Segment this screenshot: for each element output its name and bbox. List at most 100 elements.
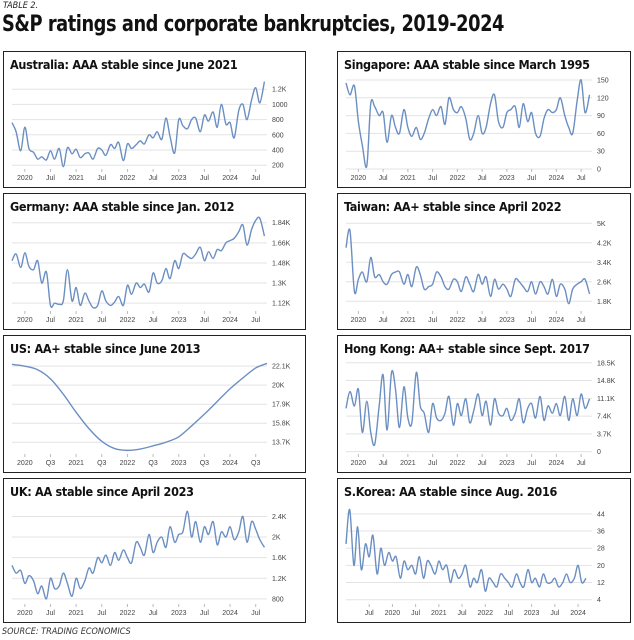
x-tick-label: Jul — [365, 610, 374, 617]
y-tick-label: 20 — [597, 563, 605, 570]
y-tick-label: 2.4K — [272, 514, 287, 521]
x-tick-label: 2024 — [549, 460, 565, 467]
y-tick-label: 0 — [597, 167, 601, 174]
y-tick-label: 90 — [597, 113, 605, 120]
x-tick-label: 2023 — [499, 175, 515, 182]
x-tick-label: Jul — [504, 610, 513, 617]
x-tick-label: Jul — [149, 175, 158, 182]
x-tick-label: Jul — [428, 175, 437, 182]
x-tick-label: Jul — [97, 610, 106, 617]
y-tick-label: 3.4K — [597, 260, 612, 267]
chart-plot-uk: 800 1.2K 1.6K 2K 2.4K 2020 Jul 2021 Jul 2022 Jul 20… — [11, 510, 287, 617]
y-tick-label: 12 — [597, 580, 605, 587]
y-tick-label: 200 — [272, 163, 284, 170]
chart-plot-germany: 1.12K 1.3K 1.48K 1.66K 1.84K 2020 Jul 2021 Jul 20… — [11, 216, 291, 324]
x-tick-label: 2021 — [400, 175, 416, 182]
x-tick-label: Jul — [200, 175, 209, 182]
y-tick-label: 1.66K — [272, 240, 291, 247]
y-tick-label: 5K — [597, 221, 606, 228]
x-tick-label: Jul — [149, 317, 158, 324]
x-tick-label: Jul — [251, 317, 260, 324]
y-tick-label: 30 — [597, 149, 605, 156]
x-tick-label: 2020 — [17, 460, 33, 467]
x-tick-label: 2022 — [450, 460, 466, 467]
x-tick-label: 2024 — [222, 460, 238, 467]
x-tick-label: 2020 — [351, 460, 367, 467]
y-tick-label: 1000 — [272, 102, 288, 109]
chart-panel-taiwan: 1.8K 2.6K 3.4K 4.2K 5K 2020 Jul 2021 Jul 2022 Jul 2… — [337, 193, 631, 330]
y-tick-label: 20K — [272, 383, 285, 390]
x-tick-label: 2022 — [120, 175, 136, 182]
source-note: SOURCE: TRADING ECONOMICS — [2, 627, 131, 637]
x-tick-label: 2024 — [222, 317, 238, 324]
x-tick-label: 2023 — [499, 317, 515, 324]
x-tick-label: Jul — [577, 317, 586, 324]
x-tick-label: Jul — [46, 610, 55, 617]
series-line — [11, 510, 266, 600]
x-tick-label: Jul — [379, 175, 388, 182]
y-tick-label: 1.8K — [597, 299, 612, 306]
y-tick-label: 800 — [272, 117, 284, 124]
y-tick-label: 22.1K — [272, 364, 291, 371]
y-tick-label: 60 — [597, 131, 605, 138]
series-line — [345, 370, 591, 447]
chart-panel-germany: 1.12K 1.3K 1.48K 1.66K 1.84K 2020 Jul 2021 Jul 20… — [3, 193, 306, 330]
x-tick-label: 2020 — [17, 175, 33, 182]
x-tick-label: 2022 — [120, 610, 136, 617]
series-line — [11, 81, 266, 168]
x-tick-label: Jul — [97, 317, 106, 324]
x-tick-label: Jul — [527, 317, 536, 324]
x-tick-label: Q3 — [200, 460, 209, 467]
x-tick-label: Jul — [478, 317, 487, 324]
x-tick-label: Jul — [251, 175, 260, 182]
x-tick-label: Jul — [428, 317, 437, 324]
y-tick-label: 3.7K — [597, 431, 612, 438]
chart-plot-singapore: 0 30 60 90 120 150 2020 Jul 2021 Jul 2022 Jul 2023 Ju… — [345, 77, 609, 182]
x-tick-label: 2023 — [171, 175, 187, 182]
chart-title: US: AA+ stable since June 2013 — [10, 341, 201, 356]
y-tick-label: 2.6K — [597, 279, 612, 286]
x-tick-label: Jul — [458, 610, 467, 617]
x-tick-label: 2020 — [17, 610, 33, 617]
series-line — [345, 79, 591, 169]
y-tick-label: 18.5K — [597, 360, 616, 367]
y-tick-label: 17.9K — [272, 402, 291, 409]
x-tick-label: Jul — [550, 610, 559, 617]
y-tick-label: 1.12K — [272, 301, 291, 308]
x-tick-label: 2023 — [171, 460, 187, 467]
table-label: TABLE 2. — [3, 1, 39, 11]
chart-plot-australia: 200 400 600 800 1000 1.2K 2020 Jul 2021 Jul 2022 Ju… — [11, 81, 288, 182]
y-tick-label: 800 — [272, 596, 284, 603]
x-tick-label: Jul — [527, 175, 536, 182]
x-tick-label: Jul — [251, 610, 260, 617]
x-tick-label: 2024 — [549, 317, 565, 324]
y-tick-label: 36 — [597, 529, 605, 536]
x-tick-label: 2020 — [385, 610, 401, 617]
x-tick-label: Jul — [200, 317, 209, 324]
x-tick-label: Q3 — [251, 460, 260, 467]
series-line — [11, 362, 268, 452]
series-line — [11, 216, 266, 309]
y-tick-label: 14.8K — [597, 378, 616, 385]
y-tick-label: 28 — [597, 546, 605, 553]
chart-panel-australia: 200 400 600 800 1000 1.2K 2020 Jul 2021 Jul 2022 Ju… — [3, 51, 306, 188]
x-tick-label: 2021 — [431, 610, 447, 617]
x-tick-label: Jul — [46, 175, 55, 182]
x-tick-label: 2020 — [351, 317, 367, 324]
chart-plot-taiwan: 1.8K 2.6K 3.4K 4.2K 5K 2020 Jul 2021 Jul 2022 Jul 2… — [345, 221, 612, 324]
series-line — [345, 508, 587, 592]
x-tick-label: Jul — [379, 317, 388, 324]
x-tick-label: Jul — [46, 317, 55, 324]
chart-plot-us: 13.7K 15.8K 17.9K 20K 22.1K 2020 Q3 2021 Q3 2022 Q… — [11, 362, 291, 467]
x-tick-label: Jul — [577, 175, 586, 182]
chart-panel-hongkong: 0 3.7K 7.4K 11.1K 14.8K 18.5K 2020 Jul 2021 Jul 20… — [337, 335, 631, 473]
x-tick-label: 2021 — [68, 610, 84, 617]
x-tick-label: Jul — [411, 610, 420, 617]
chart-title: UK: AA stable since April 2023 — [10, 484, 194, 499]
x-tick-label: 2024 — [549, 175, 565, 182]
chart-title: Singapore: AAA stable since March 1995 — [344, 57, 590, 72]
y-tick-label: 600 — [272, 132, 284, 139]
chart-panel-skorea: 4 12 20 28 36 44 Jul 2020 Jul 2021 Jul 2022 Jul 2023 J… — [337, 478, 631, 623]
page-title: S&P ratings and corporate bankruptcies, … — [2, 12, 504, 37]
x-tick-label: 2024 — [570, 610, 586, 617]
